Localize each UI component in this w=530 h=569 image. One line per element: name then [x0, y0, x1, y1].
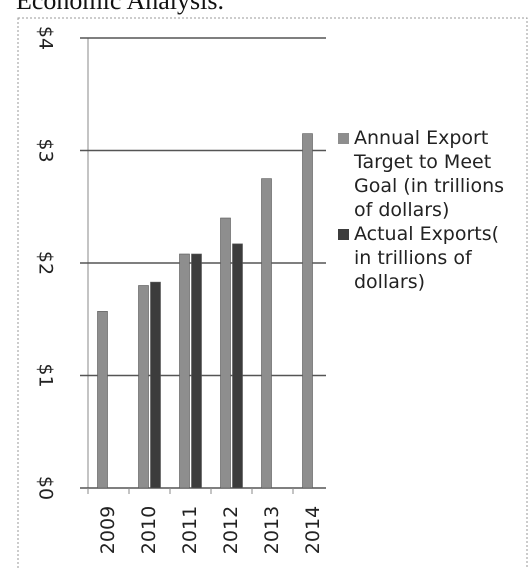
legend-swatch: [338, 133, 349, 144]
y-tick-label: $1: [35, 363, 57, 387]
x-tick-label: 2013: [261, 506, 283, 554]
x-tick-label: 2012: [220, 506, 242, 554]
y-tick-label: $0: [35, 476, 57, 500]
legend-label: Annual Export Target to Meet Goal (in tr…: [354, 127, 505, 221]
bar: [179, 253, 190, 489]
y-tick-label: $2: [35, 251, 57, 275]
x-tick-label: 2014: [302, 506, 324, 554]
x-tick-label: 2011: [179, 506, 201, 554]
bar: [138, 285, 149, 489]
header-text: Economic Analysis.: [16, 0, 224, 15]
chart-border: [17, 17, 528, 569]
bar: [302, 133, 313, 489]
legend-swatch: [338, 229, 349, 240]
bar: [150, 281, 161, 489]
y-tick-label: $3: [35, 138, 57, 162]
legend-item: Annual Export Target to Meet Goal (in tr…: [332, 126, 522, 222]
x-tick-label: 2009: [97, 506, 119, 554]
legend: Annual Export Target to Meet Goal (in tr…: [332, 126, 522, 294]
y-tick-label: $4: [35, 26, 57, 50]
bar: [220, 217, 231, 489]
bar: [232, 243, 243, 489]
bar: [261, 178, 272, 489]
legend-label: Actual Exports( in trillions of dollars): [354, 223, 500, 293]
legend-item: Actual Exports( in trillions of dollars): [332, 222, 522, 294]
bar: [97, 311, 108, 489]
bar: [191, 253, 202, 489]
x-tick-label: 2010: [138, 506, 160, 554]
